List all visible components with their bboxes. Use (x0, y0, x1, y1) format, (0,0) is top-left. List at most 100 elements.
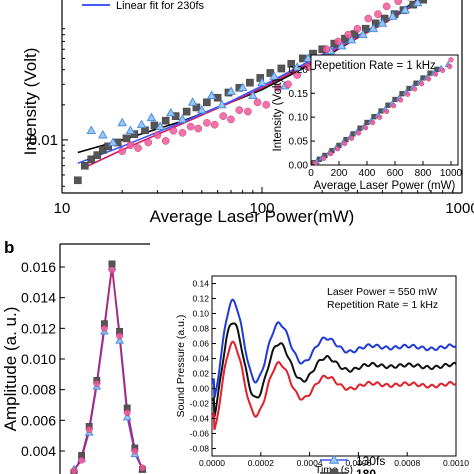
point-a-s2-2 (134, 144, 142, 152)
point-ai-s2-0 (312, 160, 318, 166)
point-a-s1-4 (125, 125, 136, 135)
sound-trace-0 (211, 298, 457, 398)
point-a-s0-7 (122, 134, 131, 143)
x-tick-label-bi-3: 0.0006 (345, 458, 371, 468)
y-tick-label-ai-4: 0.20 (289, 65, 309, 76)
y-tick-label-bi-1: -0.06 (190, 429, 210, 439)
legend-a-label: Linear fit for 230fs (116, 0, 205, 12)
point-a-s2-25 (344, 30, 353, 39)
y-tick-label-bi-9: 0.10 (192, 309, 209, 319)
x-tick-label-ai-0: 0 (308, 168, 314, 179)
x-tick-label-bi-1: 0.0002 (248, 458, 274, 468)
point-a-s0-15 (203, 98, 211, 107)
point-a-s2-0 (118, 147, 127, 155)
point-a-s1-18 (269, 71, 279, 80)
point-a-s0-3 (93, 151, 102, 159)
y-tick-label-b-2: 0.008 (21, 382, 56, 398)
y-axis-label-b: Amplitude (a. u.) (1, 307, 20, 432)
x-tick-label-a-2: 1000 (445, 200, 474, 217)
point-a-s0-36 (419, 0, 428, 4)
point-ai-s2-6 (356, 130, 362, 136)
point-ai-s2-10 (384, 108, 390, 115)
point-a-s1-9 (177, 114, 188, 123)
point-a-s2-7 (178, 129, 187, 137)
point-b-s2-8 (131, 447, 139, 455)
point-a-s2-15 (244, 107, 252, 116)
panel-b-inset-chart: 0.0000 0.0002 0.0004 0.0006 0.0008 0.0010 -0.0… (175, 275, 469, 474)
point-a-s2-24 (334, 37, 342, 46)
point-a-s0-2 (87, 155, 96, 164)
point-a-s2-10 (203, 119, 211, 127)
y-tick-label-b-4: 0.012 (21, 320, 56, 336)
point-b-s0-7 (122, 412, 132, 421)
y-tick-label-bi-5: 0.02 (192, 369, 209, 379)
legend-b-label-1: 180 (356, 467, 376, 474)
y-axis-label-ai: Intensity (Volt) (272, 78, 284, 151)
point-ai-s2-18 (440, 67, 446, 73)
point-a-s2-16 (253, 98, 262, 107)
y-tick-label-bi-0: -0.08 (190, 444, 210, 454)
y-tick-label-bi-3: -0.02 (190, 399, 210, 409)
sound-trace-2 (211, 340, 457, 431)
point-a-s2-20 (293, 71, 302, 79)
y-tick-label-b-5: 0.014 (21, 290, 56, 306)
point-a-s0-0 (74, 176, 82, 185)
x-tick-label-a-1: 100 (249, 200, 274, 217)
point-a-s1-25 (346, 34, 357, 44)
y-axis-label-bi: Sound Pressure (a.u.) (175, 315, 187, 418)
panel-b-chart: b 0.004 0.006 0.008 0.010 0.012 0.014 0.016 Ampl… (1, 238, 150, 474)
plot-area-a (74, 0, 428, 185)
point-a-s2-23 (322, 45, 331, 54)
point-a-s1-17 (257, 77, 267, 87)
point-b-s2-5 (108, 266, 116, 274)
point-b-s0-6 (115, 335, 124, 344)
point-a-s1-0 (86, 125, 97, 135)
inset-a-title: Repetition Rate = 1 kHz (314, 60, 436, 72)
point-a-s2-29 (382, 2, 391, 11)
point-a-s2-27 (364, 14, 373, 23)
panel-a-inset-chart: 0 200 400 600 800 1000 0.00 0.05 0.10 0.15 0.20 Rep… (272, 54, 463, 192)
point-a-s2-30 (394, 0, 403, 6)
point-a-s1-14 (226, 86, 236, 95)
point-a-s0-31 (371, 19, 380, 28)
y-tick-label-bi-4: 0.00 (192, 384, 209, 394)
y-tick-label-bi-8: 0.08 (192, 324, 209, 334)
x-tick-label-ai-3: 600 (387, 168, 404, 179)
annotation-bi-0: Laser Power = 550 mW (327, 286, 437, 298)
y-tick-label-bi-6: 0.04 (192, 354, 209, 364)
point-a-s1-13 (217, 99, 227, 109)
y-tick-label-bi-7: 0.06 (192, 339, 209, 349)
point-a-s1-3 (117, 117, 128, 127)
point-a-s2-1 (126, 141, 135, 150)
point-a-s0-1 (80, 161, 89, 170)
point-a-s1-8 (165, 107, 176, 117)
point-ai-s2-19 (447, 63, 453, 70)
point-a-s1-16 (248, 90, 258, 99)
point-a-s1-21 (303, 53, 313, 62)
y-tick-label-bi-11: 0.14 (192, 279, 209, 289)
point-ai-s2-16 (426, 76, 432, 82)
y-tick-label-b-6: 0.016 (21, 259, 56, 275)
legend-b-marker-0 (328, 454, 340, 464)
point-ai-s2-9 (377, 114, 383, 120)
y-tick-label-ai-1: 0.05 (289, 137, 309, 148)
point-a-s1-15 (237, 82, 248, 92)
point-a-s1-29 (387, 11, 398, 20)
x-axis-label-a: Average Laser Power(mW) (150, 207, 355, 226)
x-tick-label-bi-4: 0.0008 (394, 458, 420, 468)
point-a-s1-27 (368, 23, 379, 33)
y-tick-label-ai-2: 0.10 (289, 113, 309, 124)
point-a-s2-13 (227, 115, 235, 124)
point-b-s2-2 (85, 426, 93, 433)
annotation-bi-1: Repetition Rate = 1 kHz (327, 299, 438, 311)
y-tick-label-ai-3: 0.15 (289, 89, 309, 100)
y-tick-label-bi-10: 0.12 (192, 294, 209, 304)
x-tick-label-ai-5: 1000 (440, 168, 463, 179)
x-tick-label-ai-4: 800 (415, 168, 432, 179)
line-b-2 (73, 270, 143, 472)
point-a-s1-6 (146, 112, 157, 122)
point-a-s1-11 (196, 104, 207, 114)
point-a-s1-20 (292, 62, 303, 71)
point-a-s2-5 (161, 137, 170, 145)
x-tick-label-bi-0: 0.0000 (199, 458, 225, 468)
